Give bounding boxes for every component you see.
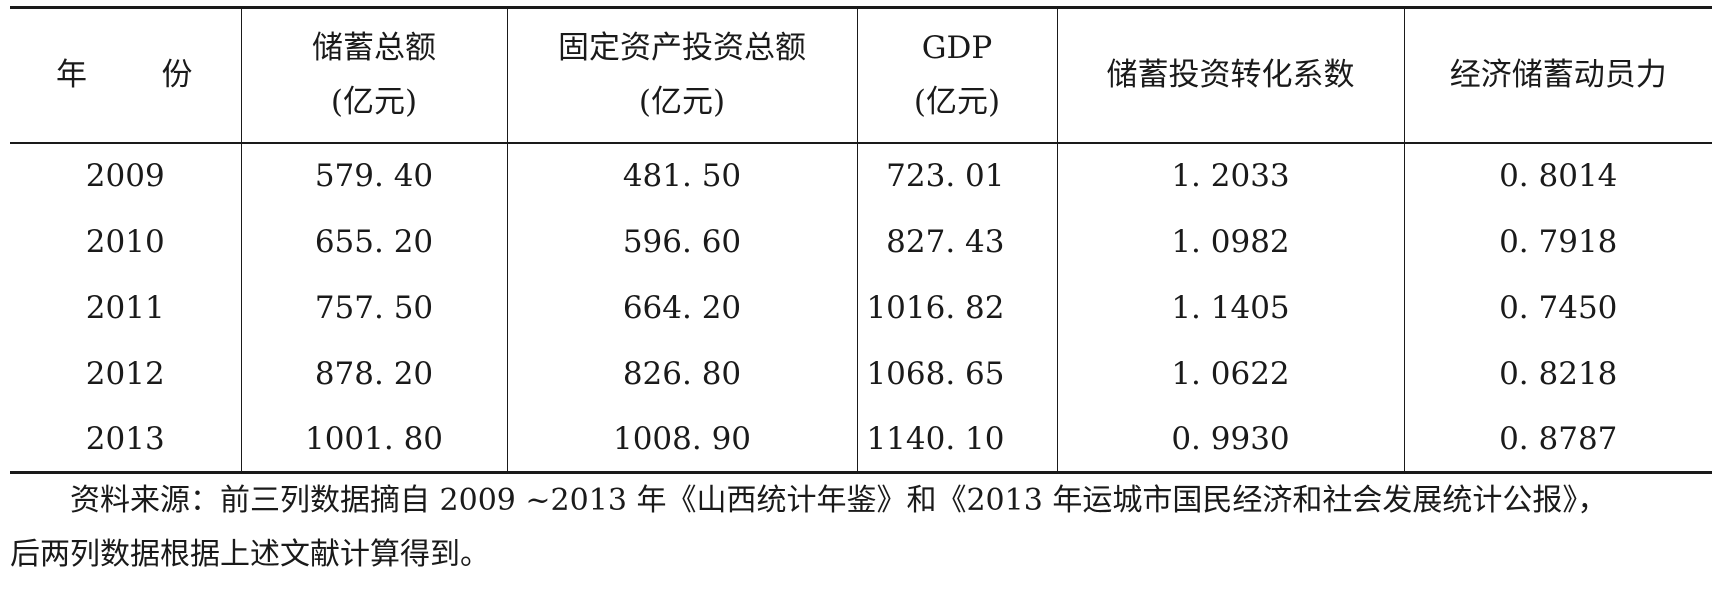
cell-mobilization: 0. 8787 — [1403, 406, 1712, 474]
cell-investment: 596. 60 — [506, 208, 857, 275]
cell-year: 2013 — [10, 406, 241, 474]
cell-conversion: 1. 0622 — [1056, 340, 1404, 407]
source-note-line1: 资料来源：前三列数据摘自 2009 ~2013 年《山西统计年鉴》和《2013 … — [70, 483, 1608, 518]
header-mobilization: 经济储蓄动员力 — [1403, 6, 1712, 144]
cell-conversion: 1. 1405 — [1056, 274, 1404, 341]
table-row: 2009 579. 40 481. 50 723. 01 1. 2033 0. … — [10, 142, 1712, 209]
table-row: 2012 878. 20 826. 80 1068. 65 1. 0622 0.… — [10, 340, 1712, 407]
cell-investment: 826. 80 — [506, 340, 857, 407]
header-investment-title: 固定资产投资总额 — [558, 30, 806, 67]
header-savings-unit: (亿元) — [330, 84, 418, 121]
cell-savings: 757. 50 — [240, 274, 507, 341]
header-gdp-title: GDP — [921, 30, 993, 67]
cell-gdp: 723. 01 — [856, 142, 1057, 209]
table-row: 2011 757. 50 664. 20 1016. 82 1. 1405 0.… — [10, 274, 1712, 341]
header-row: 年 份 储蓄总额 (亿元) 固定资产投资总额 (亿元) GDP (亿元) 储蓄投… — [10, 6, 1712, 144]
table-row: 2010 655. 20 596. 60 827. 43 1. 0982 0. … — [10, 208, 1712, 275]
source-note-line2: 后两列数据根据上述文献计算得到。 — [10, 537, 490, 572]
cell-gdp: 827. 43 — [856, 208, 1057, 275]
cell-gdp: 1140. 10 — [856, 406, 1057, 474]
cell-savings: 1001. 80 — [240, 406, 507, 474]
table-row: 2013 1001. 80 1008. 90 1140. 10 0. 9930 … — [10, 406, 1712, 474]
header-gdp: GDP (亿元) — [856, 6, 1057, 144]
cell-savings: 878. 20 — [240, 340, 507, 407]
header-year: 年 份 — [10, 6, 241, 144]
cell-mobilization: 0. 7450 — [1403, 274, 1712, 341]
cell-gdp: 1068. 65 — [856, 340, 1057, 407]
table-body: 2009 579. 40 481. 50 723. 01 1. 2033 0. … — [10, 142, 1712, 474]
header-conversion: 储蓄投资转化系数 — [1056, 6, 1404, 144]
cell-mobilization: 0. 7918 — [1403, 208, 1712, 275]
cell-investment: 1008. 90 — [506, 406, 857, 474]
cell-year: 2011 — [85, 289, 165, 326]
header-savings: 储蓄总额 (亿元) — [240, 6, 507, 144]
cell-mobilization: 0. 8218 — [1403, 340, 1712, 407]
cell-investment: 664. 20 — [506, 274, 857, 341]
cell-savings: 579. 40 — [240, 142, 507, 209]
table-header: 年 份 储蓄总额 (亿元) 固定资产投资总额 (亿元) GDP (亿元) 储蓄投… — [10, 6, 1712, 144]
source-note: 资料来源：前三列数据摘自 2009 ~2013 年《山西统计年鉴》和《2013 … — [10, 474, 1720, 582]
cell-year: 2009 — [85, 158, 165, 194]
cell-year: 2012 — [85, 355, 165, 392]
cell-investment: 481. 50 — [506, 142, 857, 209]
header-investment-unit: (亿元) — [638, 84, 726, 121]
statistics-table: 年 份 储蓄总额 (亿元) 固定资产投资总额 (亿元) GDP (亿元) 储蓄投… — [10, 6, 1712, 474]
header-gdp-unit: (亿元) — [913, 84, 1001, 121]
cell-conversion: 0. 9930 — [1056, 406, 1404, 474]
cell-mobilization: 0. 8014 — [1403, 142, 1712, 209]
cell-savings: 655. 20 — [240, 208, 507, 275]
cell-year: 2010 — [85, 223, 165, 260]
header-savings-title: 储蓄总额 — [312, 30, 436, 67]
header-investment: 固定资产投资总额 (亿元) — [506, 6, 857, 144]
header-year-char2: 份 — [161, 57, 193, 94]
cell-gdp: 1016. 82 — [856, 274, 1057, 341]
cell-conversion: 1. 2033 — [1056, 142, 1404, 209]
cell-conversion: 1. 0982 — [1056, 208, 1404, 275]
header-year-char1: 年 — [56, 57, 87, 94]
